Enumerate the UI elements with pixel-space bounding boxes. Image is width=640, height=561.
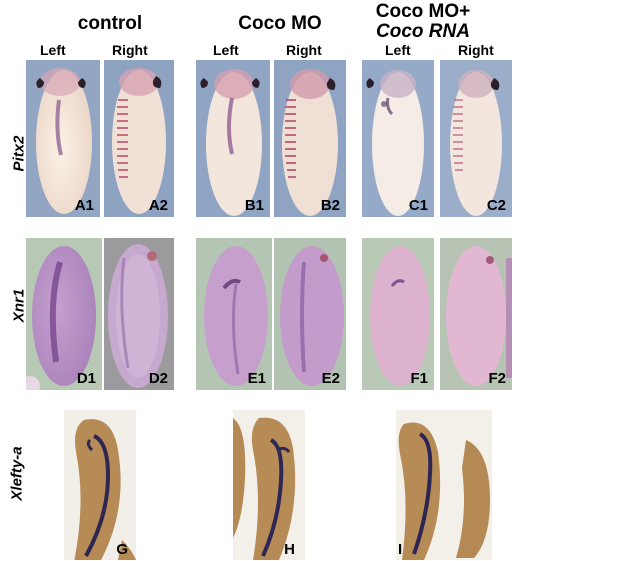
panel-label-a1: A1 [74, 197, 94, 214]
panel-d1: D1 [26, 238, 102, 390]
group-title-control: control [77, 13, 143, 34]
side-label-right-a: Right [112, 42, 148, 58]
panel-label-c2: C2 [486, 197, 506, 214]
panel-g: G [64, 410, 136, 560]
panel-label-h: H [284, 541, 295, 558]
side-label-left-a: Left [40, 42, 66, 58]
panel-b1: B1 [196, 60, 270, 217]
panel-label-b1: B1 [244, 197, 264, 214]
panel-c1: C1 [362, 60, 434, 217]
panel-label-f2: F2 [488, 370, 506, 387]
panel-b2: B2 [274, 60, 346, 217]
embryo-a2 [112, 68, 166, 214]
side-label-left-c: Left [385, 42, 411, 58]
embryo-a1 [36, 68, 92, 214]
panel-d2: D2 [104, 238, 174, 390]
panel-f2: F2 [440, 238, 512, 390]
panel-label-c1: C1 [408, 197, 428, 214]
panel-label-i: I [398, 541, 403, 558]
side-label-left-b: Left [213, 42, 239, 58]
group-title-coco-mo-rna: Coco MO+ Coco RNA [375, 1, 471, 42]
panel-label-a2: A2 [148, 197, 168, 214]
panel-f1: F1 [362, 238, 434, 390]
row-label-pitx2: Pitx2 [10, 135, 28, 172]
embryo-d2 [108, 244, 168, 388]
embryo-h [233, 417, 296, 560]
panel-c2: C2 [440, 60, 512, 217]
embryo-f2 [446, 246, 512, 386]
panel-h: H [233, 410, 305, 560]
panel-label-d1: D1 [76, 370, 96, 387]
panel-label-e2: E2 [321, 370, 340, 387]
panel-label-f1: F1 [410, 370, 428, 387]
embryo-e2 [280, 246, 344, 386]
embryo-c1 [366, 70, 424, 216]
side-label-right-c: Right [458, 42, 494, 58]
panel-a1: A1 [26, 60, 100, 217]
row-label-xlefty-a: Xlefty-a [8, 446, 26, 501]
panel-label-g: G [116, 541, 128, 558]
panel-e2: E2 [274, 238, 346, 390]
panel-e1: E1 [196, 238, 272, 390]
embryo-g [74, 419, 136, 560]
embryo-c2 [450, 70, 502, 216]
embryo-i [398, 422, 490, 560]
embryo-b2 [282, 69, 338, 216]
panel-label-d2: D2 [148, 370, 168, 387]
side-label-right-b: Right [286, 42, 322, 58]
row-label-xnr1: Xnr1 [10, 288, 28, 323]
panel-label-b2: B2 [320, 197, 340, 214]
panel-a2: A2 [104, 60, 174, 217]
embryo-f1 [370, 246, 430, 386]
embryo-d1 [26, 246, 96, 390]
group-title-coco-mo: Coco MO [238, 13, 322, 34]
embryo-e1 [204, 246, 268, 386]
panel-label-e1: E1 [247, 370, 266, 387]
embryo-b1 [200, 69, 262, 216]
panel-i: I [396, 410, 492, 560]
